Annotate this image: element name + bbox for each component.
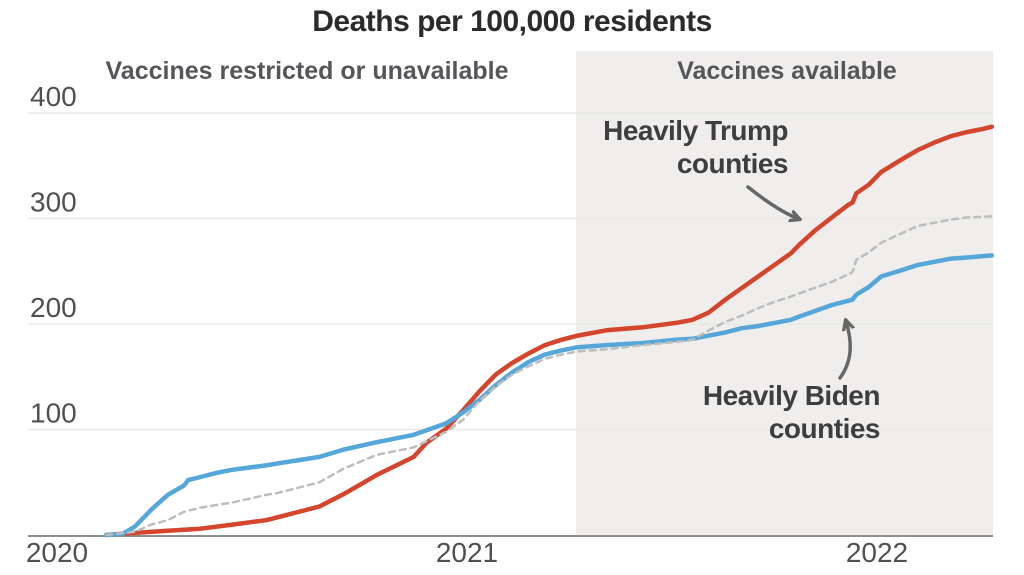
annotation-trump-counties: Heavily Trump counties [603,114,788,180]
y-tick-label-100: 100 [30,398,77,429]
region-label-vaccines-restricted: Vaccines restricted or unavailable [105,57,509,85]
y-tick-label-400: 400 [30,81,77,112]
x-tick-label-2021: 2021 [436,537,498,568]
annotation-biden-line2: counties [768,413,881,444]
x-tick-label-2020: 2020 [26,537,88,568]
trump-annotation-arrow [746,185,799,219]
y-tick-label-200: 200 [30,292,77,323]
trump-counties-line [103,124,995,538]
average-dashed-line [104,215,994,537]
region-label-vaccines-available: Vaccines available [677,57,897,85]
annotation-trump-line2: counties [676,148,789,179]
biden-counties-line [103,253,995,538]
x-tick-label-2022: 2022 [846,537,908,568]
y-tick-label-300: 300 [30,187,77,218]
biden-annotation-arrow [838,321,850,380]
vaccines-available-region [575,51,993,536]
annotation-trump-line1: Heavily Trump [603,115,788,146]
annotation-biden-line1: Heavily Biden [702,380,881,411]
annotation-biden-counties: Heavily Biden counties [702,379,881,445]
chart-title: Deaths per 100,000 residents [312,5,712,38]
